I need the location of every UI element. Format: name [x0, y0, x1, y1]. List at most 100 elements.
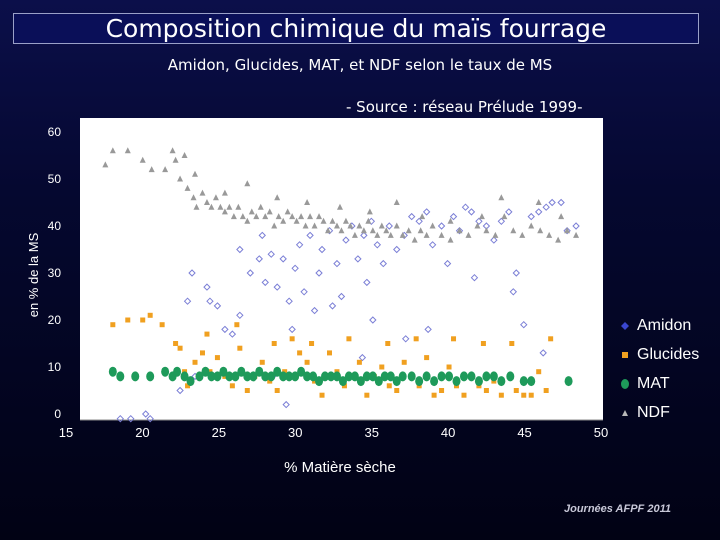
mat-point	[437, 371, 446, 382]
ndf-point	[307, 213, 314, 220]
amidon-point	[279, 255, 287, 263]
series-mat	[108, 366, 573, 387]
amidon-point	[373, 241, 382, 249]
ndf-point	[492, 231, 499, 238]
mat-point	[195, 371, 204, 382]
ndf-point	[423, 231, 430, 238]
amidon-point	[572, 222, 580, 230]
ndf-point	[333, 222, 340, 229]
ndf-point	[230, 213, 237, 220]
ndf-point	[369, 227, 376, 234]
mat-point	[362, 371, 371, 382]
ndf-point	[275, 213, 282, 220]
ndf-point	[212, 194, 219, 201]
ndf-point	[172, 156, 179, 163]
ndf-point	[383, 227, 390, 234]
y-tick-label: 60	[48, 125, 62, 139]
amidon-point	[267, 250, 275, 258]
ndf-point	[244, 180, 251, 187]
glucides-point	[204, 331, 210, 337]
mat-point	[407, 371, 416, 382]
ndf-point	[266, 208, 273, 215]
glucides-point	[386, 383, 392, 389]
ndf-point	[221, 189, 228, 196]
y-axis-label: en % de la MS	[26, 232, 41, 317]
ndf-point	[558, 213, 565, 220]
ndf-point	[284, 208, 291, 215]
glucides-point	[259, 359, 265, 365]
glucides-point	[185, 383, 191, 389]
legend: Amidon Glucides MAT NDF	[618, 311, 720, 427]
amidon-point	[548, 198, 556, 207]
ndf-point	[109, 147, 116, 154]
glucides-point	[140, 317, 146, 323]
mat-point	[231, 371, 240, 382]
glucides-point	[451, 336, 457, 342]
amidon-point	[295, 241, 304, 249]
amidon-point	[116, 414, 125, 423]
ndf-point	[474, 222, 481, 229]
mat-point	[519, 376, 528, 387]
amidon-point	[539, 349, 547, 357]
glucides-point	[327, 350, 332, 356]
mat-point	[225, 371, 234, 382]
footer-credit: Journées AFPF 2011	[564, 503, 671, 515]
amidon-point	[363, 278, 371, 287]
amidon-point	[285, 297, 293, 305]
ndf-point	[239, 213, 246, 220]
glucides-point	[237, 345, 243, 351]
mat-point	[186, 376, 195, 387]
amidon-point	[512, 269, 520, 277]
amidon-point	[188, 269, 196, 277]
mat-point	[116, 371, 125, 382]
amidon-point	[236, 245, 244, 254]
ndf-point	[203, 199, 210, 205]
mat-point	[459, 371, 468, 382]
mat-point	[445, 371, 454, 382]
page-title: Composition chimique du maïs fourrage	[105, 14, 607, 43]
y-tick-label: 50	[48, 172, 62, 186]
y-tick-label: 10	[48, 360, 62, 374]
ndf-point	[320, 217, 327, 224]
amidon-point	[203, 283, 211, 291]
mat-point	[108, 366, 117, 377]
legend-label: NDF	[637, 403, 670, 421]
mat-point	[564, 376, 573, 387]
ndf-point	[535, 199, 542, 205]
amidon-point	[221, 325, 229, 334]
mat-point	[356, 376, 365, 387]
glucides-point	[199, 350, 205, 356]
amidon-point	[557, 198, 565, 207]
ndf-point	[356, 222, 363, 229]
amidon-point	[542, 203, 550, 211]
glucides-point	[297, 350, 303, 356]
glucides-point	[319, 392, 325, 398]
glucides-point	[304, 359, 310, 365]
amidon-point	[288, 325, 296, 334]
mat-point	[452, 376, 461, 387]
ndf-point	[244, 217, 251, 224]
ndf-point	[478, 213, 485, 220]
amidon-point	[563, 226, 571, 235]
ndf-point	[257, 203, 264, 210]
mat-point	[392, 376, 401, 387]
ndf-point	[181, 152, 188, 158]
ndf-point	[262, 213, 269, 220]
glucides-point	[543, 388, 549, 393]
amidon-point	[443, 259, 452, 268]
mat-point	[368, 371, 377, 382]
ndf-point	[293, 217, 300, 224]
ndf-point	[465, 231, 472, 238]
x-tick-label: 40	[441, 425, 455, 440]
ndf-point	[325, 227, 332, 234]
series-amidon	[116, 198, 580, 423]
amidon-point	[337, 292, 346, 301]
amidon-point	[385, 222, 393, 230]
amidon-point	[183, 297, 192, 305]
x-axis-label: % Matière sèche	[284, 459, 396, 476]
mat-point	[482, 371, 491, 382]
glucides-point	[513, 388, 519, 393]
glucides-point	[192, 359, 198, 365]
amidon-point	[437, 222, 446, 230]
